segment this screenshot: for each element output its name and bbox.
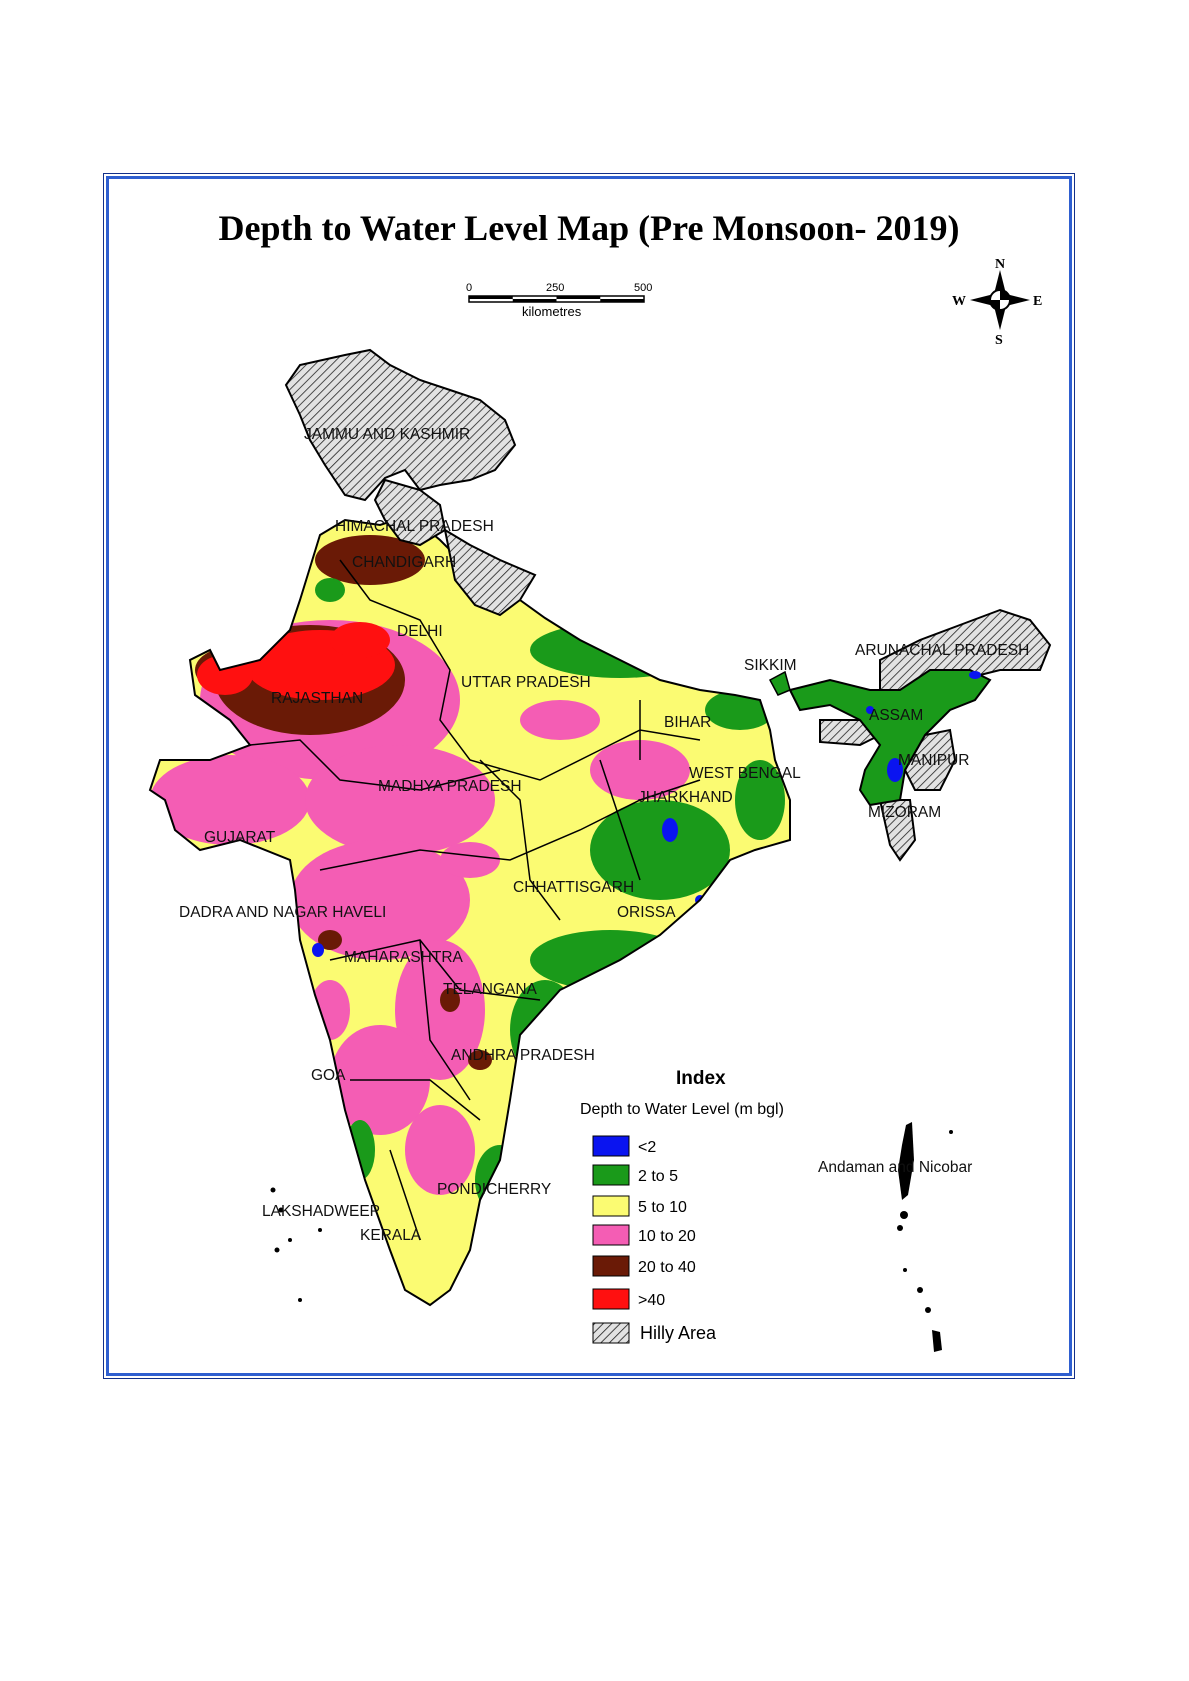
label-jammu-kashmir: JAMMU AND KASHMIR bbox=[304, 426, 470, 443]
northeast-region bbox=[788, 669, 992, 807]
label-uttar-pradesh: UTTAR PRADESH bbox=[461, 674, 591, 691]
mainland-outline bbox=[148, 513, 791, 1307]
compass-e: E bbox=[1033, 294, 1042, 309]
legend-swatch-6 bbox=[592, 1322, 630, 1344]
label-chhattisgarh: CHHATTISGARH bbox=[513, 879, 634, 896]
label-jharkhand: JHARKHAND bbox=[638, 789, 733, 806]
label-west-bengal: WEST BENGAL bbox=[689, 765, 801, 782]
label-maharashtra: MAHARASHTRA bbox=[344, 949, 464, 966]
label-andhra-pradesh: ANDHRA PRADESH bbox=[451, 1047, 595, 1064]
label-lakshadweep: LAKSHADWEEP bbox=[262, 1203, 380, 1220]
label-dadra-nagar-haveli: DADRA AND NAGAR HAVELI bbox=[179, 904, 386, 921]
compass-s: S bbox=[995, 333, 1003, 348]
legend-label-4: 20 to 40 bbox=[638, 1259, 696, 1276]
compass-n: N bbox=[995, 257, 1005, 272]
legend-swatch-5 bbox=[592, 1288, 630, 1310]
legend-swatch-3 bbox=[592, 1224, 630, 1246]
label-goa: GOA bbox=[311, 1067, 346, 1084]
sikkim-shape bbox=[768, 670, 791, 696]
label-mizoram: MIZORAM bbox=[868, 804, 941, 821]
state-boundaries bbox=[249, 559, 701, 1241]
hilly-jammu-kashmir bbox=[284, 348, 517, 502]
lakshadweep-islands bbox=[270, 1187, 322, 1302]
hilly-areas bbox=[284, 348, 1052, 862]
label-pondicherry: PONDICHERRY bbox=[437, 1181, 551, 1198]
scale-unit: kilometres bbox=[522, 304, 582, 319]
scale-tick-0: 0 bbox=[466, 282, 472, 294]
label-chandigarh: CHANDIGARH bbox=[352, 554, 456, 571]
map-frame: Depth to Water Level Map (Pre Monsoon- 2… bbox=[103, 173, 1075, 1379]
label-telangana: TELANGANA bbox=[443, 981, 538, 998]
label-manipur: MANIPUR bbox=[898, 752, 969, 769]
label-himachal-pradesh: HIMACHAL PRADESH bbox=[335, 518, 494, 535]
legend-label-3: 10 to 20 bbox=[638, 1228, 696, 1245]
map-title: Depth to Water Level Map (Pre Monsoon- 2… bbox=[218, 208, 960, 248]
scale-bar: 0 250 500 kilometres bbox=[466, 282, 652, 319]
legend-label-0: <2 bbox=[638, 1139, 656, 1156]
label-orissa: ORISSA bbox=[617, 904, 676, 921]
legend-label-1: 2 to 5 bbox=[638, 1168, 678, 1185]
andaman-nicobar-islands bbox=[897, 1122, 953, 1352]
label-rajasthan: RAJASTHAN bbox=[271, 690, 363, 707]
hilly-mizoram bbox=[878, 799, 917, 862]
legend-label-5: >40 bbox=[638, 1292, 665, 1309]
label-delhi: DELHI bbox=[397, 623, 443, 640]
hilly-himachal bbox=[373, 478, 447, 547]
region-labels: JAMMU AND KASHMIR HIMACHAL PRADESH CHAND… bbox=[179, 426, 1029, 1244]
label-sikkim: SIKKIM bbox=[744, 657, 797, 674]
compass-w: W bbox=[952, 294, 966, 309]
legend: Index Depth to Water Level (m bgl) <2 2 t… bbox=[580, 1068, 784, 1344]
legend-label-2: 5 to 10 bbox=[638, 1199, 687, 1216]
legend-swatch-1 bbox=[592, 1164, 630, 1186]
legend-title: Index bbox=[676, 1068, 726, 1089]
hilly-uttarakhand bbox=[443, 527, 537, 617]
legend-swatch-2 bbox=[592, 1195, 630, 1217]
legend-swatch-4 bbox=[592, 1255, 630, 1277]
legend-swatch-0 bbox=[592, 1135, 630, 1157]
legend-label-6: Hilly Area bbox=[640, 1323, 717, 1343]
label-andaman-nicobar: Andaman and Nicobar bbox=[818, 1159, 972, 1176]
label-gujarat: GUJARAT bbox=[204, 829, 276, 846]
label-arunachal-pradesh: ARUNACHAL PRADESH bbox=[855, 642, 1029, 659]
legend-subtitle: Depth to Water Level (m bgl) bbox=[580, 1101, 784, 1118]
label-bihar: BIHAR bbox=[664, 714, 711, 731]
label-kerala: KERALA bbox=[360, 1227, 422, 1244]
compass-rose: N S W E bbox=[952, 257, 1042, 348]
label-assam: ASSAM bbox=[869, 707, 923, 724]
scale-tick-500: 500 bbox=[634, 282, 652, 294]
scale-tick-250: 250 bbox=[546, 282, 564, 294]
label-madhya-pradesh: MADHYA PRADESH bbox=[378, 778, 522, 795]
